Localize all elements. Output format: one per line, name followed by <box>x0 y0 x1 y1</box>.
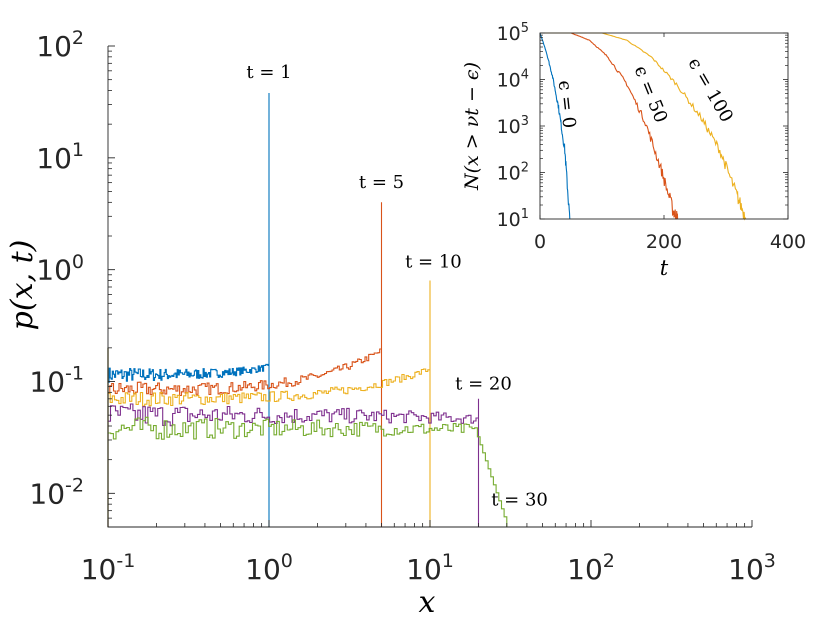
series-label-t1: t = 1 <box>246 62 291 83</box>
x-tick-label-base: 10 <box>567 553 603 586</box>
x-tick-label: 103 <box>728 550 776 586</box>
series-label-t10: t = 10 <box>405 251 462 272</box>
inset-x-tick-label: 0 <box>534 231 546 253</box>
x-tick-label-exp: 0 <box>281 550 293 572</box>
inset-y-tick-label: 101 <box>497 207 529 231</box>
y-axis-label: p(x, t) <box>5 240 40 331</box>
series-line-t10 <box>107 280 431 527</box>
series-label-t20: t = 20 <box>455 373 512 394</box>
x-tick-label-exp: 1 <box>442 550 454 572</box>
inset-series-line <box>540 32 747 221</box>
y-tick-label-base: 10 <box>29 477 65 510</box>
x-tick-label-base: 10 <box>245 553 281 586</box>
inset-x-tick-label: 400 <box>770 231 806 253</box>
x-tick-label-exp: 3 <box>764 550 776 572</box>
inset-y-tick-label: 104 <box>497 68 529 92</box>
inset-y-tick-label-base: 10 <box>497 163 521 185</box>
x-tick-label: 101 <box>406 550 454 586</box>
y-tick-label-base: 10 <box>29 366 65 399</box>
y-tick-label-exp: 1 <box>72 139 84 161</box>
y-tick-label: 102 <box>36 27 84 63</box>
inset-y-tick-label-base: 10 <box>497 70 521 92</box>
inset-series-line <box>540 32 679 220</box>
inset-background <box>540 33 788 219</box>
series-line-t20 <box>107 347 480 527</box>
inset-y-tick-label-exp: 1 <box>521 207 529 222</box>
inset-series-line <box>539 32 571 220</box>
inset-x-tick-label: 200 <box>646 231 682 253</box>
y-tick-label-base: 10 <box>36 30 72 63</box>
inset-y-tick-label: 105 <box>497 21 529 45</box>
x-tick-label-exp: -1 <box>116 550 135 572</box>
inset-y-axis-label: N(x > νt − ϵ) <box>461 62 483 191</box>
y-tick-label: 101 <box>36 139 84 175</box>
series-label-t5: t = 5 <box>359 172 404 193</box>
inset-x-axis-label: t <box>660 256 669 280</box>
y-tick-label: 10-1 <box>29 363 84 399</box>
x-tick-label-base: 10 <box>81 553 117 586</box>
inset-y-tick-label-base: 10 <box>497 23 521 45</box>
series-line-t5 <box>107 202 383 527</box>
x-axis-label: x <box>419 585 436 620</box>
inset-y-tick-label-base: 10 <box>497 116 521 138</box>
y-tick-label-exp: -2 <box>65 475 84 497</box>
inset-annotation: ϵ = 0 <box>554 79 580 129</box>
x-tick-label-base: 10 <box>728 553 764 586</box>
y-tick-label: 10-2 <box>29 475 84 511</box>
inset-y-tick-label-exp: 3 <box>521 114 529 129</box>
x-tick-label-exp: 2 <box>603 550 615 572</box>
y-tick-label-exp: -1 <box>65 363 84 385</box>
inset-y-tick-label-exp: 5 <box>521 21 529 36</box>
x-tick-label: 102 <box>567 550 615 586</box>
y-tick-label-exp: 0 <box>72 251 84 273</box>
y-tick-label-base: 10 <box>36 254 72 287</box>
y-tick-label: 100 <box>36 251 84 287</box>
inset-y-tick-label: 103 <box>497 114 529 138</box>
inset-y-tick-label-base: 10 <box>497 209 521 231</box>
x-tick-label: 10-1 <box>81 550 136 586</box>
x-tick-label: 100 <box>245 550 293 586</box>
series-label-t30: t = 30 <box>491 489 548 510</box>
x-tick-label-base: 10 <box>406 553 442 586</box>
inset-y-tick-label-exp: 4 <box>521 68 529 83</box>
inset-y-tick-label-exp: 2 <box>521 161 529 176</box>
series-line-t1 <box>107 93 270 527</box>
inset-y-tick-label: 102 <box>497 161 529 185</box>
y-tick-label-exp: 2 <box>72 27 84 49</box>
series-line-t30 <box>107 347 508 527</box>
y-tick-label-base: 10 <box>36 142 72 175</box>
